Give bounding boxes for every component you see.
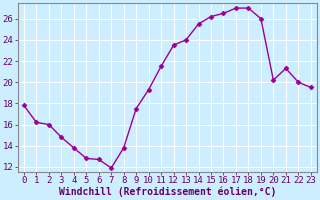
X-axis label: Windchill (Refroidissement éolien,°C): Windchill (Refroidissement éolien,°C) bbox=[59, 187, 276, 197]
